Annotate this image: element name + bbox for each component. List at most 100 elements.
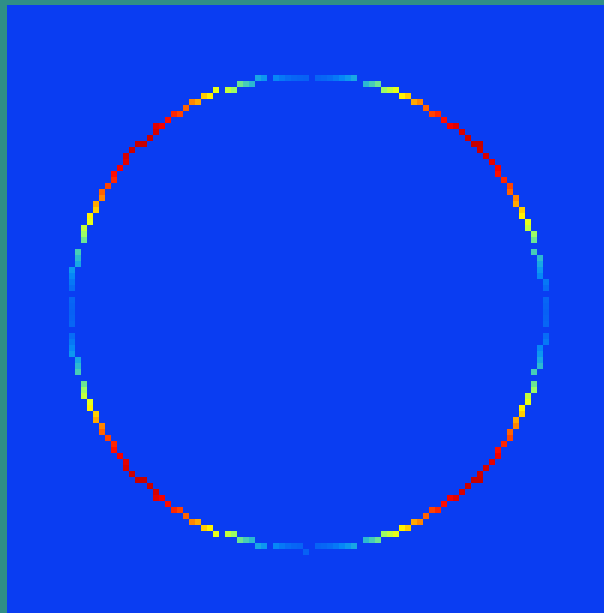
ring-pixel [399, 525, 405, 531]
ring-pixel [393, 87, 399, 93]
ring-pixel [213, 531, 219, 537]
ring-pixel [417, 519, 423, 525]
ring-pixel [177, 507, 183, 513]
ring-pixel [123, 153, 129, 159]
ring-pixel [93, 201, 99, 207]
ring-pixel [81, 387, 87, 393]
ring-pixel [165, 117, 171, 123]
ring-pixel [327, 75, 333, 81]
ring-pixel [189, 519, 195, 525]
ring-pixel [111, 171, 117, 177]
ring-pixel [81, 381, 87, 387]
ring-pixel [87, 405, 93, 411]
ring-pixel [495, 165, 501, 171]
ring-pixel [447, 123, 453, 129]
ring-pixel [123, 159, 129, 165]
ring-pixel [471, 477, 477, 483]
ring-pixel [189, 99, 195, 105]
ring-pixel [99, 423, 105, 429]
ring-pixel [513, 423, 519, 429]
image-background [7, 5, 604, 613]
ring-pixel [459, 489, 465, 495]
ring-pixel [543, 297, 549, 303]
ring-pixel [519, 213, 525, 219]
ring-pixel [177, 111, 183, 117]
ring-pixel [225, 87, 231, 93]
ring-pixel [333, 75, 339, 81]
ring-pixel [441, 117, 447, 123]
ring-pixel [153, 489, 159, 495]
ring-pixel [117, 453, 123, 459]
ring-pixel [81, 225, 87, 231]
ring-pixel [531, 369, 537, 375]
ring-pixel [537, 351, 543, 357]
ring-pixel [531, 231, 537, 237]
ring-pixel [513, 195, 519, 201]
ring-pixel [273, 75, 279, 81]
ring-pixel [435, 111, 441, 117]
ring-pixel [351, 75, 357, 81]
ring-pixel [255, 75, 261, 81]
ring-pixel [459, 129, 465, 135]
ring-pixel [81, 231, 87, 237]
ring-pixel [333, 543, 339, 549]
ring-pixel [105, 435, 111, 441]
ring-pixel [495, 171, 501, 177]
ring-pixel [81, 237, 87, 243]
ring-pixel [375, 81, 381, 87]
ring-pixel [69, 351, 75, 357]
ring-pixel [489, 459, 495, 465]
ring-pixel [261, 75, 267, 81]
ring-pixel [321, 543, 327, 549]
ring-pixel [369, 537, 375, 543]
ring-pixel [99, 195, 105, 201]
ring-pixel [405, 93, 411, 99]
ring-pixel [345, 543, 351, 549]
ring-pixel [531, 381, 537, 387]
ring-pixel [423, 105, 429, 111]
ring-pixel [543, 333, 549, 339]
ring-pixel [75, 261, 81, 267]
ring-pixel [465, 135, 471, 141]
ring-pixel [279, 543, 285, 549]
ring-pixel [483, 465, 489, 471]
ring-pixel [339, 543, 345, 549]
ring-pixel [507, 183, 513, 189]
ring-pixel [135, 141, 141, 147]
ring-pixel [525, 219, 531, 225]
ring-pixel [69, 273, 75, 279]
ring-pixel [507, 435, 513, 441]
ring-pixel [495, 447, 501, 453]
ring-pixel [507, 189, 513, 195]
ring-pixel [339, 75, 345, 81]
ring-pixel [303, 549, 309, 555]
ring-pixel [111, 441, 117, 447]
ring-pixel [393, 531, 399, 537]
ring-pixel [483, 153, 489, 159]
ring-pixel [537, 261, 543, 267]
ring-pixel [537, 357, 543, 363]
ring-pixel [75, 255, 81, 261]
ring-pixel [291, 543, 297, 549]
ring-pixel [303, 75, 309, 81]
ring-pixel [543, 309, 549, 315]
ring-pixel [537, 273, 543, 279]
ring-pixel [453, 495, 459, 501]
ring-pixel [537, 345, 543, 351]
ring-pixel [441, 501, 447, 507]
ring-pixel [183, 105, 189, 111]
ring-pixel [69, 315, 75, 321]
ring-pixel [147, 483, 153, 489]
ring-pixel [123, 459, 129, 465]
ring-pixel [225, 531, 231, 537]
ring-pixel [501, 177, 507, 183]
ring-pixel [195, 519, 201, 525]
ring-pixel [111, 177, 117, 183]
ring-pixel [435, 507, 441, 513]
ring-pixel [69, 345, 75, 351]
ring-pixel [243, 81, 249, 87]
ring-pixel [141, 141, 147, 147]
ring-pixel [471, 141, 477, 147]
ring-pixel [381, 531, 387, 537]
ring-pixel [129, 147, 135, 153]
